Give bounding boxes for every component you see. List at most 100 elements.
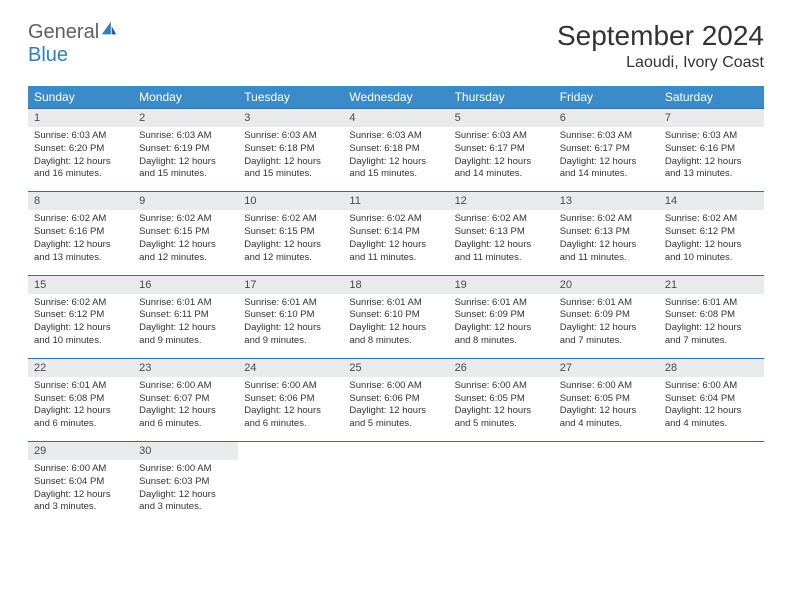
day-number: 2	[133, 108, 238, 127]
day-body: Sunrise: 6:01 AMSunset: 6:09 PMDaylight:…	[554, 294, 659, 358]
logo: General Blue	[28, 20, 118, 67]
week-row: 1Sunrise: 6:03 AMSunset: 6:20 PMDaylight…	[28, 108, 764, 191]
day-body: Sunrise: 6:01 AMSunset: 6:09 PMDaylight:…	[449, 294, 554, 358]
day-body: Sunrise: 6:01 AMSunset: 6:11 PMDaylight:…	[133, 294, 238, 358]
day-cell: 14Sunrise: 6:02 AMSunset: 6:12 PMDayligh…	[659, 191, 764, 274]
day-body: Sunrise: 6:00 AMSunset: 6:03 PMDaylight:…	[133, 460, 238, 524]
day-number: 25	[343, 358, 448, 377]
day-number: 14	[659, 191, 764, 210]
day-cell: 4Sunrise: 6:03 AMSunset: 6:18 PMDaylight…	[343, 108, 448, 191]
day-body: Sunrise: 6:00 AMSunset: 6:06 PMDaylight:…	[343, 377, 448, 441]
day-number: 22	[28, 358, 133, 377]
day-body: Sunrise: 6:00 AMSunset: 6:05 PMDaylight:…	[449, 377, 554, 441]
week-row: 8Sunrise: 6:02 AMSunset: 6:16 PMDaylight…	[28, 191, 764, 274]
day-number: 10	[238, 191, 343, 210]
day-body: Sunrise: 6:02 AMSunset: 6:15 PMDaylight:…	[133, 210, 238, 274]
day-number: 5	[449, 108, 554, 127]
day-cell: 29Sunrise: 6:00 AMSunset: 6:04 PMDayligh…	[28, 441, 133, 524]
day-number: 13	[554, 191, 659, 210]
day-cell	[449, 441, 554, 524]
day-body: Sunrise: 6:00 AMSunset: 6:04 PMDaylight:…	[659, 377, 764, 441]
empty-daybody	[343, 460, 448, 518]
day-body: Sunrise: 6:00 AMSunset: 6:06 PMDaylight:…	[238, 377, 343, 441]
day-cell: 8Sunrise: 6:02 AMSunset: 6:16 PMDaylight…	[28, 191, 133, 274]
week-row: 22Sunrise: 6:01 AMSunset: 6:08 PMDayligh…	[28, 358, 764, 441]
day-cell	[343, 441, 448, 524]
empty-daybody	[659, 460, 764, 518]
day-number: 30	[133, 441, 238, 460]
day-cell	[238, 441, 343, 524]
day-number: 15	[28, 275, 133, 294]
day-number: 11	[343, 191, 448, 210]
day-header: Thursday	[449, 86, 554, 108]
day-body: Sunrise: 6:02 AMSunset: 6:14 PMDaylight:…	[343, 210, 448, 274]
calendar: SundayMondayTuesdayWednesdayThursdayFrid…	[28, 86, 764, 524]
day-cell: 10Sunrise: 6:02 AMSunset: 6:15 PMDayligh…	[238, 191, 343, 274]
day-body: Sunrise: 6:02 AMSunset: 6:13 PMDaylight:…	[449, 210, 554, 274]
page-title: September 2024	[557, 20, 764, 52]
day-cell: 25Sunrise: 6:00 AMSunset: 6:06 PMDayligh…	[343, 358, 448, 441]
day-number: 27	[554, 358, 659, 377]
day-cell: 12Sunrise: 6:02 AMSunset: 6:13 PMDayligh…	[449, 191, 554, 274]
day-cell: 1Sunrise: 6:03 AMSunset: 6:20 PMDaylight…	[28, 108, 133, 191]
day-cell: 30Sunrise: 6:00 AMSunset: 6:03 PMDayligh…	[133, 441, 238, 524]
day-cell: 23Sunrise: 6:00 AMSunset: 6:07 PMDayligh…	[133, 358, 238, 441]
day-number: 19	[449, 275, 554, 294]
day-cell: 17Sunrise: 6:01 AMSunset: 6:10 PMDayligh…	[238, 275, 343, 358]
day-cell: 20Sunrise: 6:01 AMSunset: 6:09 PMDayligh…	[554, 275, 659, 358]
empty-daybody	[554, 460, 659, 518]
day-body: Sunrise: 6:03 AMSunset: 6:20 PMDaylight:…	[28, 127, 133, 191]
day-header: Sunday	[28, 86, 133, 108]
day-body: Sunrise: 6:03 AMSunset: 6:19 PMDaylight:…	[133, 127, 238, 191]
day-body: Sunrise: 6:02 AMSunset: 6:13 PMDaylight:…	[554, 210, 659, 274]
day-body: Sunrise: 6:01 AMSunset: 6:10 PMDaylight:…	[343, 294, 448, 358]
day-header: Monday	[133, 86, 238, 108]
day-header: Friday	[554, 86, 659, 108]
day-cell: 28Sunrise: 6:00 AMSunset: 6:04 PMDayligh…	[659, 358, 764, 441]
day-number: 20	[554, 275, 659, 294]
day-cell: 27Sunrise: 6:00 AMSunset: 6:05 PMDayligh…	[554, 358, 659, 441]
day-cell: 18Sunrise: 6:01 AMSunset: 6:10 PMDayligh…	[343, 275, 448, 358]
day-body: Sunrise: 6:02 AMSunset: 6:15 PMDaylight:…	[238, 210, 343, 274]
day-cell: 5Sunrise: 6:03 AMSunset: 6:17 PMDaylight…	[449, 108, 554, 191]
day-cell	[554, 441, 659, 524]
day-cell	[659, 441, 764, 524]
empty-daynum	[343, 441, 448, 460]
day-body: Sunrise: 6:01 AMSunset: 6:08 PMDaylight:…	[659, 294, 764, 358]
day-body: Sunrise: 6:00 AMSunset: 6:05 PMDaylight:…	[554, 377, 659, 441]
day-body: Sunrise: 6:03 AMSunset: 6:17 PMDaylight:…	[449, 127, 554, 191]
day-number: 29	[28, 441, 133, 460]
day-cell: 2Sunrise: 6:03 AMSunset: 6:19 PMDaylight…	[133, 108, 238, 191]
day-number: 9	[133, 191, 238, 210]
empty-daynum	[449, 441, 554, 460]
empty-daynum	[554, 441, 659, 460]
day-cell: 15Sunrise: 6:02 AMSunset: 6:12 PMDayligh…	[28, 275, 133, 358]
day-cell: 3Sunrise: 6:03 AMSunset: 6:18 PMDaylight…	[238, 108, 343, 191]
day-number: 3	[238, 108, 343, 127]
day-body: Sunrise: 6:00 AMSunset: 6:04 PMDaylight:…	[28, 460, 133, 524]
day-number: 23	[133, 358, 238, 377]
day-number: 18	[343, 275, 448, 294]
day-header: Saturday	[659, 86, 764, 108]
week-row: 15Sunrise: 6:02 AMSunset: 6:12 PMDayligh…	[28, 275, 764, 358]
day-cell: 24Sunrise: 6:00 AMSunset: 6:06 PMDayligh…	[238, 358, 343, 441]
day-body: Sunrise: 6:02 AMSunset: 6:12 PMDaylight:…	[28, 294, 133, 358]
title-block: September 2024 Laoudi, Ivory Coast	[557, 20, 764, 72]
day-header: Wednesday	[343, 86, 448, 108]
day-body: Sunrise: 6:03 AMSunset: 6:16 PMDaylight:…	[659, 127, 764, 191]
day-cell: 26Sunrise: 6:00 AMSunset: 6:05 PMDayligh…	[449, 358, 554, 441]
day-cell: 13Sunrise: 6:02 AMSunset: 6:13 PMDayligh…	[554, 191, 659, 274]
week-row: 29Sunrise: 6:00 AMSunset: 6:04 PMDayligh…	[28, 441, 764, 524]
day-cell: 22Sunrise: 6:01 AMSunset: 6:08 PMDayligh…	[28, 358, 133, 441]
day-number: 26	[449, 358, 554, 377]
day-cell: 11Sunrise: 6:02 AMSunset: 6:14 PMDayligh…	[343, 191, 448, 274]
day-number: 4	[343, 108, 448, 127]
day-body: Sunrise: 6:01 AMSunset: 6:10 PMDaylight:…	[238, 294, 343, 358]
location: Laoudi, Ivory Coast	[557, 54, 764, 72]
logo-word2: Blue	[28, 44, 68, 66]
day-number: 16	[133, 275, 238, 294]
day-header-row: SundayMondayTuesdayWednesdayThursdayFrid…	[28, 86, 764, 108]
day-number: 17	[238, 275, 343, 294]
day-body: Sunrise: 6:03 AMSunset: 6:18 PMDaylight:…	[238, 127, 343, 191]
day-body: Sunrise: 6:03 AMSunset: 6:18 PMDaylight:…	[343, 127, 448, 191]
